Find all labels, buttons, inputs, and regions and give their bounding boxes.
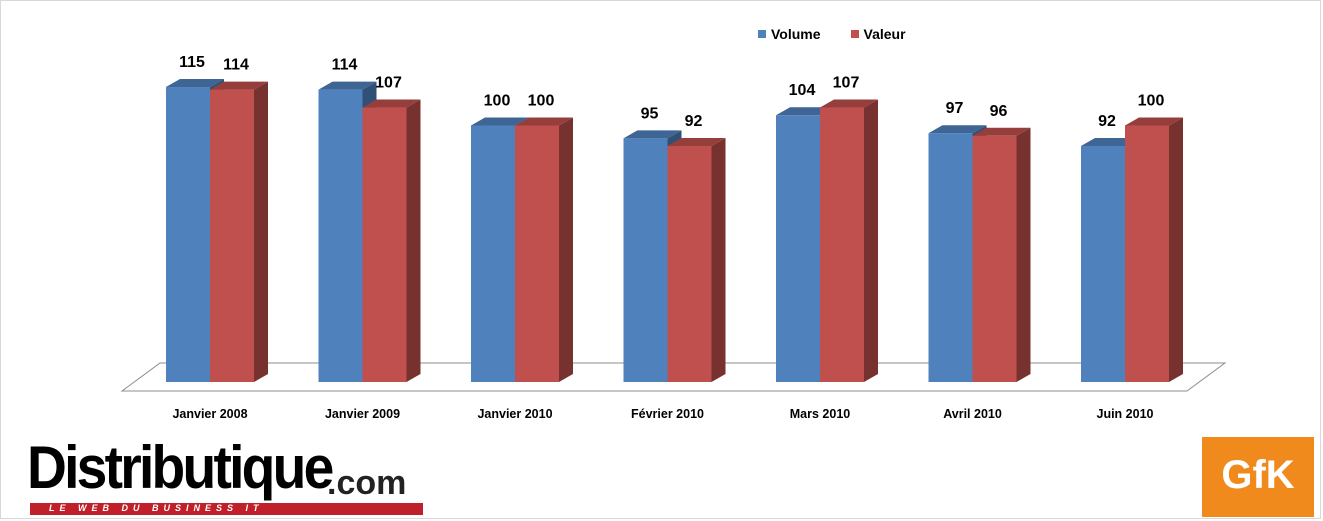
bar-top (776, 107, 834, 116)
legend-swatch-valeur (850, 30, 859, 38)
distributique-logo-bar (30, 503, 423, 515)
bars-layer (166, 79, 1183, 383)
bar-top (928, 125, 987, 134)
bar-valeur-1 (210, 81, 268, 382)
legend-item-valeur: Valeur (850, 26, 906, 42)
bar-top (210, 81, 268, 90)
bar-front (166, 87, 210, 383)
bar-valeur-6 (972, 127, 1031, 382)
bar-side (559, 117, 573, 382)
bar-valeur-4 (667, 138, 726, 382)
legend-label-valeur: Valeur (863, 26, 906, 42)
bar-side (254, 81, 268, 382)
category-label-2: Janvier 2009 (325, 407, 400, 421)
bar-front (972, 135, 1017, 382)
category-label-5: Mars 2010 (790, 407, 851, 421)
bar-top (166, 79, 224, 88)
value-label-volume-1: 115 (179, 54, 205, 71)
chart-legend: Volume Valeur (758, 26, 906, 42)
bar-valeur-2 (362, 99, 421, 383)
bar-front (928, 133, 973, 382)
category-label-1: Janvier 2008 (172, 407, 247, 421)
value-label-volume-3: 100 (484, 93, 511, 110)
bar-side (711, 138, 726, 382)
bar-front (776, 115, 820, 383)
legend-label-volume: Volume (771, 26, 821, 42)
distributique-logo-tagline: LE WEB DU BUSINESS IT (49, 503, 264, 513)
bar-front (471, 125, 515, 382)
bar-side (1169, 117, 1183, 382)
category-label-3: Janvier 2010 (477, 407, 552, 421)
bar-chart: 115 114 Janvier 2008 114 107 Janvier 2009 100 1… (120, 54, 1227, 421)
bar-side (864, 99, 878, 383)
bar-top (1081, 138, 1139, 147)
distributique-logo: Distributique .com LE WEB DU BUSINESS IT (27, 434, 427, 516)
legend-swatch-volume (758, 30, 766, 38)
bar-valeur-5 (820, 99, 878, 383)
bar-side (406, 99, 421, 383)
bar-front (515, 125, 559, 382)
value-label-valeur-6: 96 (990, 103, 1008, 120)
value-label-valeur-5: 107 (833, 75, 860, 92)
bar-front (1125, 125, 1169, 382)
bar-top (362, 99, 421, 108)
distributique-logo-com: .com (327, 464, 407, 502)
category-label-6: Avril 2010 (943, 407, 1002, 421)
bar-top (318, 81, 377, 90)
bar-front (1081, 146, 1125, 382)
bar-front (820, 107, 864, 383)
bar-valeur-7 (1125, 117, 1183, 382)
gfk-logo-text: GfK (1221, 453, 1295, 497)
value-label-valeur-3: 100 (528, 93, 555, 110)
value-label-valeur-2: 107 (375, 75, 402, 92)
bar-side (1016, 127, 1031, 382)
bar-top (515, 117, 573, 126)
bar-top (1125, 117, 1183, 126)
bar-front (623, 138, 668, 382)
bar-front (318, 89, 363, 382)
value-label-valeur-7: 100 (1138, 93, 1165, 110)
value-label-valeur-4: 92 (685, 113, 703, 130)
gfk-logo: GfK (1202, 437, 1314, 517)
value-label-volume-6: 97 (946, 100, 964, 117)
category-label-7: Juin 2010 (1097, 407, 1154, 421)
distributique-logo-text: Distributique (27, 434, 334, 501)
value-label-volume-7: 92 (1098, 113, 1116, 130)
bar-top (623, 130, 682, 139)
bar-front (210, 89, 254, 382)
bar-top (820, 99, 878, 108)
bar-top (972, 127, 1031, 136)
bar-valeur-3 (515, 117, 573, 382)
value-label-volume-5: 104 (789, 82, 816, 99)
category-label-4: Février 2010 (631, 407, 704, 421)
value-label-volume-2: 114 (332, 57, 358, 74)
bar-front (667, 146, 712, 382)
bar-top (471, 117, 529, 126)
bar-top (667, 138, 726, 147)
legend-item-volume: Volume (758, 26, 821, 42)
bar-front (362, 107, 407, 383)
value-label-volume-4: 95 (641, 105, 659, 122)
value-label-valeur-1: 114 (223, 57, 249, 74)
labels-layer: 115 114 Janvier 2008 114 107 Janvier 2009 100 1… (172, 54, 1164, 421)
